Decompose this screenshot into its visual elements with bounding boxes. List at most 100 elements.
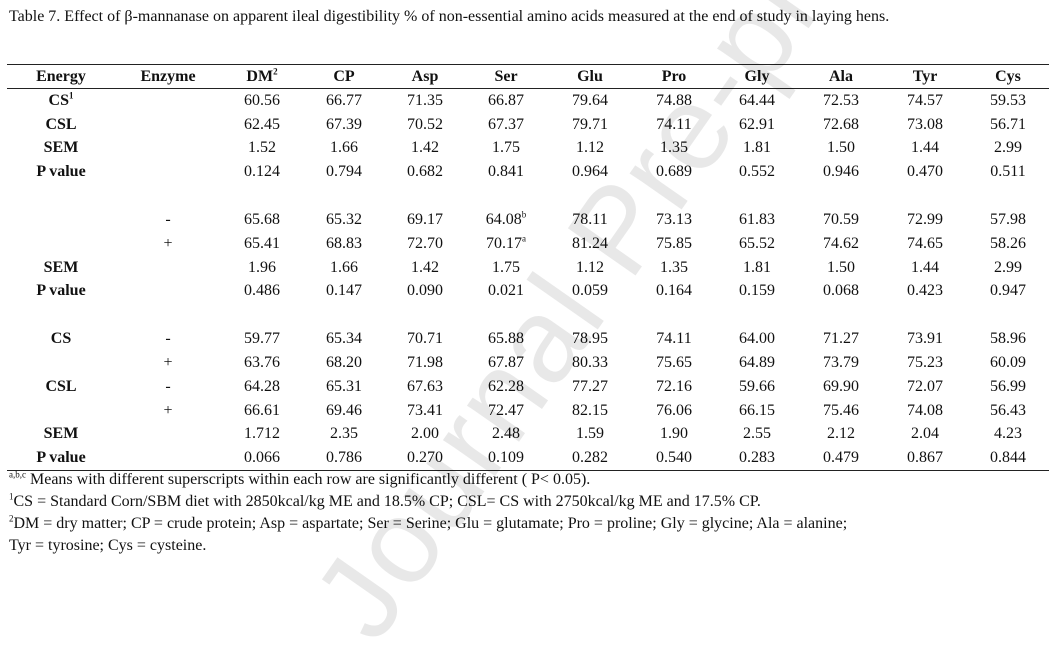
cell-asp: 71.98	[385, 351, 465, 375]
cell-ser-value: 64.08	[485, 211, 522, 229]
cell-ala-value: 72.68	[823, 115, 859, 133]
spacer-cell	[7, 303, 1049, 327]
cell-cp-value: 1.66	[330, 258, 358, 276]
cell-gly-value: 1.81	[743, 139, 771, 157]
footnote-significance: a,b,c Means with different superscripts …	[9, 469, 1049, 491]
cell-ala: 74.62	[799, 232, 883, 256]
cell-cys-value: 0.511	[990, 163, 1026, 181]
cell-cp-value: 65.31	[326, 377, 362, 395]
cell-ala-value: 0.068	[823, 282, 859, 300]
cell-gly: 1.81	[715, 137, 799, 161]
cell-glu: 78.11	[547, 208, 633, 232]
cell-ala-value: 69.90	[823, 377, 859, 395]
cell-ser: 2.48	[465, 423, 547, 447]
cell-asp: 70.71	[385, 327, 465, 351]
cell-pro: 75.65	[633, 351, 715, 375]
cell-energy-label: CSL	[45, 377, 77, 395]
cell-asp-value: 2.00	[411, 425, 439, 443]
cell-ala-value: 73.79	[823, 354, 859, 372]
cell-ala: 1.50	[799, 256, 883, 280]
cell-glu-value: 1.12	[576, 258, 604, 276]
cell-cys-value: 2.99	[994, 139, 1022, 157]
cell-glu-value: 79.71	[572, 115, 608, 133]
cell-gly: 66.15	[715, 399, 799, 423]
cell-tyr-value: 72.07	[907, 377, 943, 395]
cell-pro: 1.35	[633, 256, 715, 280]
cell-ser: 65.88	[465, 327, 547, 351]
cell-energy-label: CSL	[45, 115, 77, 133]
cell-tyr-value: 74.08	[907, 401, 943, 419]
spacer-cell	[7, 184, 1049, 208]
cell-ala-value: 70.59	[823, 211, 859, 229]
cell-gly-value: 64.00	[739, 330, 775, 348]
cell-ser-value: 62.28	[488, 377, 524, 395]
cell-gly: 64.44	[715, 89, 799, 113]
cell-gly: 59.66	[715, 375, 799, 399]
cell-asp-value: 69.17	[407, 211, 443, 229]
cell-pro-value: 74.11	[656, 115, 692, 133]
header-tyr: Tyr	[883, 64, 967, 89]
cell-dm-value: 60.56	[244, 91, 280, 109]
cell-dm-value: 0.486	[244, 282, 280, 300]
cell-cp: 0.794	[303, 160, 385, 184]
cell-ser-value: 0.109	[488, 449, 524, 467]
cell-pro-value: 0.164	[656, 282, 692, 300]
table-row: SEM 1.96 1.66 1.42 1.75 1.12 1.35 1.81 1.50 1.44 2…	[7, 256, 1049, 280]
cell-cys: 0.947	[967, 280, 1049, 304]
cell-gly: 0.552	[715, 160, 799, 184]
cell-tyr: 73.91	[883, 327, 967, 351]
cell-cp: 65.32	[303, 208, 385, 232]
cell-dm-value: 1.52	[248, 139, 276, 157]
cell-dm-value: 0.066	[244, 449, 280, 467]
cell-tyr-value: 0.470	[907, 163, 943, 181]
cell-cys-value: 56.71	[990, 115, 1026, 133]
cell-ala-value: 72.53	[823, 91, 859, 109]
cell-cys-value: 59.53	[990, 91, 1026, 109]
cell-asp-value: 73.41	[407, 401, 443, 419]
cell-asp: 71.35	[385, 89, 465, 113]
cell-tyr: 1.44	[883, 137, 967, 161]
cell-tyr-value: 74.57	[907, 91, 943, 109]
cell-asp-value: 72.70	[407, 234, 443, 252]
cell-gly-value: 0.552	[739, 163, 775, 181]
cell-pro: 0.689	[633, 160, 715, 184]
header-dm: DM2	[221, 64, 303, 89]
footnote-diets-sup: 1	[9, 491, 14, 502]
cell-dm-value: 65.41	[244, 234, 280, 252]
cell-asp: 67.63	[385, 375, 465, 399]
cell-gly: 65.52	[715, 232, 799, 256]
cell-dm-value: 59.77	[244, 330, 280, 348]
cell-cys: 60.09	[967, 351, 1049, 375]
cell-ser: 62.28	[465, 375, 547, 399]
cell-asp: 69.17	[385, 208, 465, 232]
table-row: +66.61 69.46 73.41 72.47 82.15 76.06 66.15 75.4…	[7, 399, 1049, 423]
cell-asp-value: 1.42	[411, 258, 439, 276]
cell-glu: 79.71	[547, 113, 633, 137]
cell-ala-value: 1.50	[827, 139, 855, 157]
cell-dm: 66.61	[221, 399, 303, 423]
cell-energy: P value	[7, 446, 115, 472]
cell-cys: 56.71	[967, 113, 1049, 137]
cell-dm-value: 62.45	[244, 115, 280, 133]
cell-ala: 73.79	[799, 351, 883, 375]
cell-energy-label: P value	[36, 282, 86, 300]
header-ala: Ala	[799, 64, 883, 89]
cell-glu: 0.964	[547, 160, 633, 184]
cell-ala-value: 71.27	[823, 330, 859, 348]
header-enzyme: Enzyme	[115, 64, 221, 89]
cell-gly-value: 2.55	[743, 425, 771, 443]
cell-pro-value: 72.16	[656, 377, 692, 395]
cell-ala: 1.50	[799, 137, 883, 161]
cell-cp: 68.83	[303, 232, 385, 256]
cell-asp-value: 0.090	[407, 282, 443, 300]
cell-gly-value: 59.66	[739, 377, 775, 395]
cell-pro: 0.164	[633, 280, 715, 304]
cell-ser: 70.17a	[465, 232, 547, 256]
cell-glu-value: 78.11	[572, 211, 608, 229]
cell-dm-value: 66.61	[244, 401, 280, 419]
cell-glu: 77.27	[547, 375, 633, 399]
cell-dm: 1.712	[221, 423, 303, 447]
header-asp: Asp	[385, 64, 465, 89]
cell-cp-value: 69.46	[326, 401, 362, 419]
cell-enzyme	[115, 256, 221, 280]
